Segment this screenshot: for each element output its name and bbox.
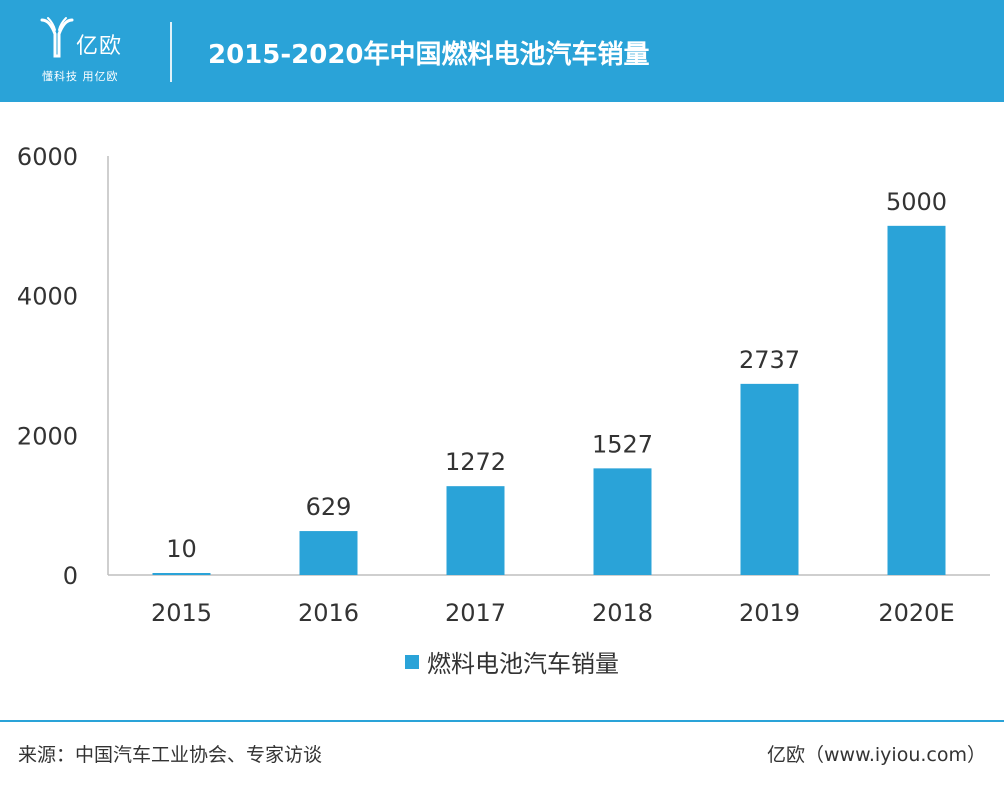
- bar: [299, 531, 358, 575]
- bar-value-label: 1527: [592, 430, 653, 458]
- x-tick-label: 2020E: [878, 599, 954, 627]
- bar: [152, 573, 211, 575]
- x-tick-label: 2015: [151, 599, 212, 627]
- logo: 亿欧 懂科技 用亿欧: [40, 16, 150, 86]
- bar-chart: 0 2000 4000 6000 10 2015 629 2016 1272 2017 1527 20…: [17, 143, 990, 678]
- logo-mark-icon: [40, 17, 74, 58]
- y-tick-label: 0: [63, 562, 78, 590]
- x-tick-label: 2017: [445, 599, 506, 627]
- footer-divider: [0, 720, 1004, 722]
- bar-value-label: 629: [306, 493, 352, 521]
- bar: [446, 486, 505, 575]
- bar-value-label: 2737: [739, 346, 800, 374]
- y-tick-label: 4000: [17, 283, 78, 311]
- source-note: 来源：中国汽车工业协会、专家访谈: [18, 744, 323, 766]
- logo-name: 亿欧: [76, 34, 123, 59]
- legend-swatch: [405, 655, 419, 669]
- y-tick-label: 2000: [17, 422, 78, 450]
- bar-value-label: 5000: [886, 188, 947, 216]
- bar: [887, 225, 946, 575]
- bar: [740, 383, 799, 575]
- header-divider: [170, 22, 172, 82]
- brand-credit: 亿欧（www.iyiou.com）: [766, 744, 986, 766]
- x-tick-label: 2016: [298, 599, 359, 627]
- bar: [593, 468, 652, 575]
- x-tick-label: 2019: [739, 599, 800, 627]
- legend-label: 燃料电池汽车销量: [427, 650, 619, 678]
- bar-value-label: 10: [166, 535, 197, 563]
- logo-slogan: 懂科技 用亿欧: [42, 70, 119, 83]
- header-banner: 亿欧 懂科技 用亿欧 2015-2020年中国燃料电池汽车销量: [0, 0, 1004, 102]
- x-tick-label: 2018: [592, 599, 653, 627]
- bar-value-label: 1272: [445, 448, 506, 476]
- y-tick-label: 6000: [17, 143, 78, 171]
- page-title: 2015-2020年中国燃料电池汽车销量: [208, 40, 650, 70]
